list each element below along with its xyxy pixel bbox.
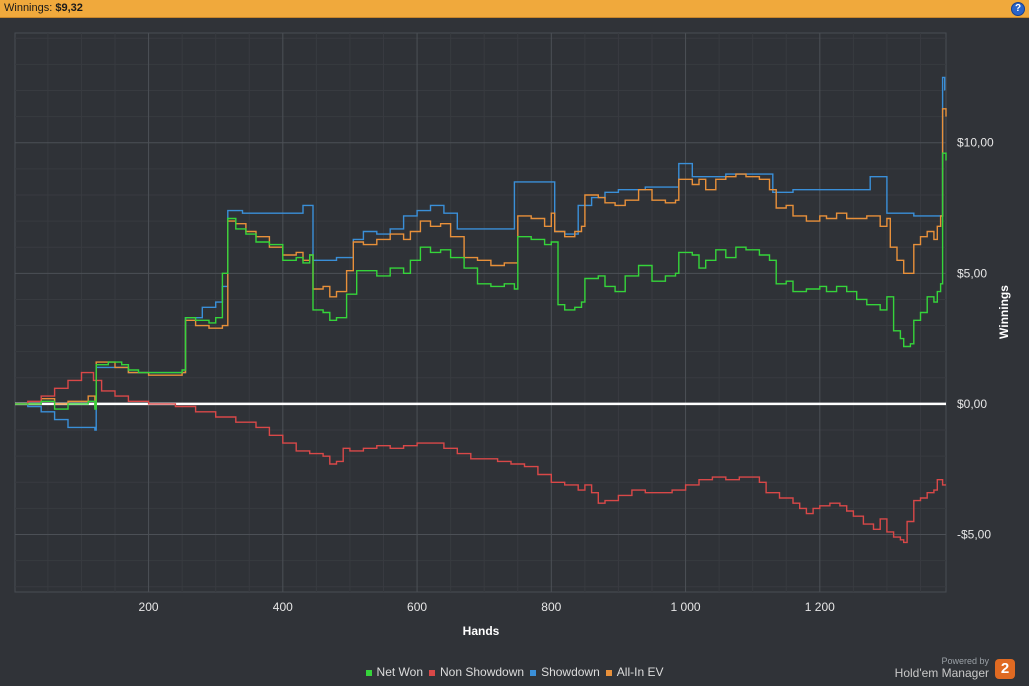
x-tick-label: 600 xyxy=(407,600,427,614)
powered-by-label: Powered by xyxy=(941,656,989,666)
major-grid xyxy=(15,33,946,592)
legend-item-showdown[interactable]: Showdown xyxy=(530,665,600,679)
series-line-net-won xyxy=(15,152,947,410)
y-axis-label: Winnings xyxy=(997,285,1011,339)
winnings-label: Winnings: xyxy=(4,2,53,14)
minor-grid xyxy=(15,33,946,592)
product-name: Hold'em Manager xyxy=(894,666,989,680)
legend-swatch xyxy=(365,669,372,676)
series-line-all-in-ev xyxy=(15,108,947,408)
y-tick-label: $0,00 xyxy=(957,397,987,411)
legend-swatch xyxy=(530,669,537,676)
legend-label: Non Showdown xyxy=(440,665,525,679)
winnings-header: Winnings: $9,32 ? xyxy=(0,0,1029,18)
legend-swatch xyxy=(429,669,435,676)
x-tick-label: 1 200 xyxy=(805,600,835,614)
legend-label: All-In EV xyxy=(616,665,664,679)
hm2-logo-icon: 2 xyxy=(995,659,1015,679)
legend-swatch xyxy=(605,669,612,676)
y-tick-label: $5,00 xyxy=(957,266,987,280)
x-tick-label: 1 000 xyxy=(671,600,701,614)
legend-label: Showdown xyxy=(541,665,600,679)
legend-label: Net Won xyxy=(376,665,423,679)
y-tick-label: $10,00 xyxy=(957,136,994,150)
y-tick-label: -$5,00 xyxy=(957,528,991,542)
plot-area xyxy=(14,32,947,593)
x-axis-ticks: 200 400 600 800 1 000 1 200 xyxy=(139,600,836,614)
legend-item-all-in-ev[interactable]: All-In EV xyxy=(605,665,664,679)
x-tick-label: 400 xyxy=(273,600,293,614)
winnings-value: $9,32 xyxy=(55,2,83,14)
x-tick-label: 800 xyxy=(541,600,561,614)
series-line-non-showdown xyxy=(15,371,946,544)
legend-item-non-showdown[interactable]: Non Showdown xyxy=(429,665,524,679)
y-axis-ticks: $10,00 $5,00 $0,00 -$5,00 xyxy=(957,136,994,542)
help-icon[interactable]: ? xyxy=(1011,2,1025,16)
legend-item-net-won[interactable]: Net Won xyxy=(365,665,423,679)
x-axis-label: Hands xyxy=(463,624,500,638)
chart-legend: Net Won Non Showdown Showdown All-In EV xyxy=(0,665,1029,679)
series-group xyxy=(15,76,947,544)
winnings-summary: Winnings: $9,32 xyxy=(4,2,83,14)
x-tick-label: 200 xyxy=(139,600,159,614)
